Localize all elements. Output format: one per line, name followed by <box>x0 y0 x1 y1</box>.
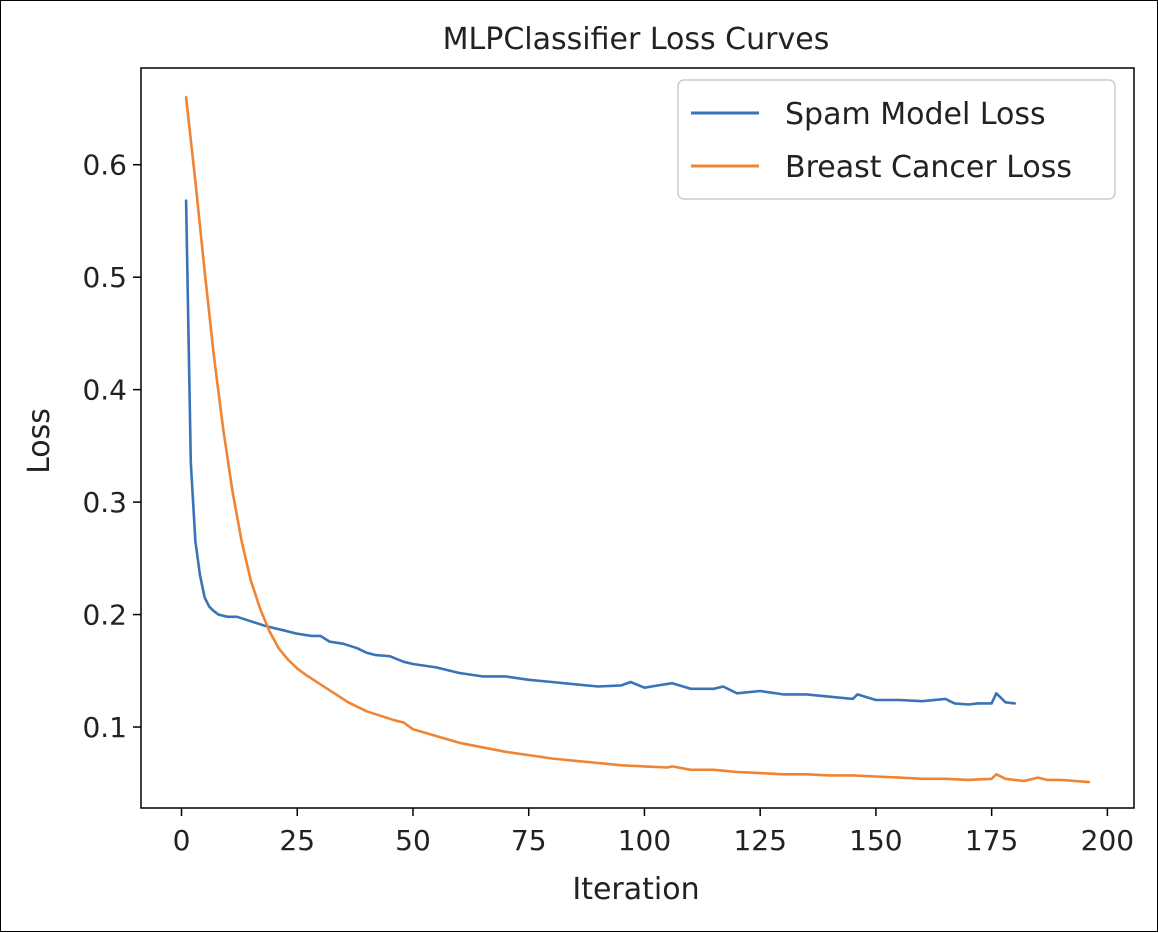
y-axis: 0.1 0.2 0.3 0.4 0.5 0.6 <box>82 149 141 744</box>
series-line-spam <box>184 199 1017 706</box>
x-tick-label: 25 <box>279 824 315 857</box>
legend-label-spam: Spam Model Loss <box>785 97 1046 132</box>
x-tick-label: 150 <box>849 824 902 857</box>
series-line-breast-cancer <box>184 95 1091 784</box>
legend-label-breast-cancer: Breast Cancer Loss <box>785 150 1072 185</box>
y-tick-label: 0.1 <box>82 711 127 744</box>
x-axis-label: Iteration <box>572 872 699 907</box>
y-axis-label: Loss <box>22 408 57 474</box>
x-tick-label: 125 <box>733 824 786 857</box>
chart-title: MLPClassifier Loss Curves <box>443 22 830 57</box>
x-tick-label: 100 <box>618 824 671 857</box>
series-group <box>184 95 1091 784</box>
x-tick-label: 175 <box>965 824 1018 857</box>
y-tick-label: 0.6 <box>82 149 127 182</box>
x-axis: 0 25 50 75 100 125 150 175 200 <box>173 808 1134 857</box>
y-tick-label: 0.4 <box>82 374 127 407</box>
x-tick-label: 75 <box>511 824 547 857</box>
y-tick-label: 0.5 <box>82 261 127 294</box>
x-tick-label: 200 <box>1081 824 1134 857</box>
x-tick-label: 50 <box>395 824 431 857</box>
y-tick-label: 0.3 <box>82 486 127 519</box>
legend: Spam Model Loss Breast Cancer Loss <box>677 79 1116 200</box>
legend-box <box>677 79 1116 200</box>
x-tick-label: 0 <box>173 824 191 857</box>
y-tick-label: 0.2 <box>82 599 127 632</box>
